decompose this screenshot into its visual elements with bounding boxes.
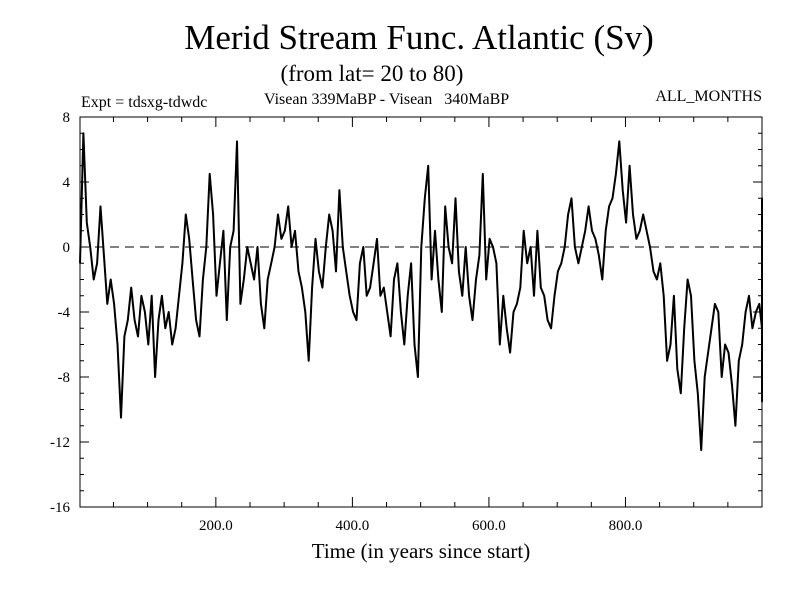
- chart-subtitle: (from lat= 20 to 80): [281, 61, 464, 86]
- y-tick-label: -8: [58, 370, 71, 386]
- x-tick-label: 800.0: [609, 518, 643, 534]
- x-tick-label: 200.0: [199, 518, 233, 534]
- experiment-label: Expt = tdsxg-tdwdc: [81, 94, 207, 111]
- chart-title: Merid Stream Func. Atlantic (Sv): [184, 18, 654, 57]
- x-tick-label: 400.0: [336, 518, 370, 534]
- plot-frame: [79, 116, 763, 508]
- minor-ticks: [80, 117, 762, 507]
- x-axis-label: Time (in years since start): [312, 539, 531, 563]
- y-tick-label: -12: [50, 435, 70, 451]
- x-axis: 200.0 400.0 600.0 800.0: [199, 117, 642, 534]
- x-tick-label: 600.0: [472, 518, 506, 534]
- y-axis: 8 4 0 -4 -8 -12 -16: [50, 110, 762, 516]
- comparison-label: Visean 339MaBP - Visean 340MaBP: [264, 91, 509, 108]
- y-tick-label: 0: [63, 240, 71, 256]
- period-label: ALL_MONTHS: [655, 88, 762, 105]
- y-tick-label: 4: [63, 175, 71, 191]
- y-tick-label: 8: [63, 110, 71, 126]
- y-tick-label: -4: [58, 305, 71, 321]
- data-series-line: [79, 132, 763, 452]
- y-tick-label: -16: [50, 500, 70, 516]
